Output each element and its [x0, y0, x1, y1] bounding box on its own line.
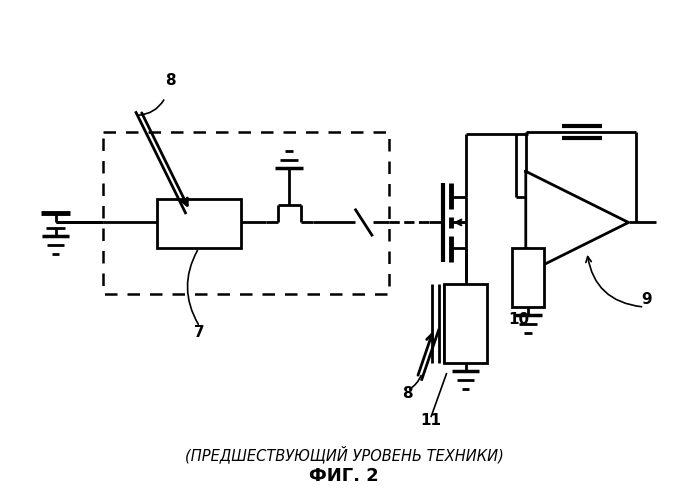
Text: 8: 8 — [165, 73, 175, 88]
Text: (ПРЕДШЕСТВУЮЩИЙ УРОВЕНЬ ТЕХНИКИ): (ПРЕДШЕСТВУЮЩИЙ УРОВЕНЬ ТЕХНИКИ) — [184, 446, 504, 464]
Text: 9: 9 — [641, 292, 652, 307]
Bar — [158, 199, 241, 248]
Text: 7: 7 — [195, 324, 205, 340]
Bar — [512, 248, 544, 307]
Text: 8: 8 — [402, 386, 413, 400]
Text: 10: 10 — [508, 312, 529, 327]
Bar — [103, 132, 389, 294]
Bar — [444, 284, 487, 363]
Text: 11: 11 — [420, 413, 442, 428]
Text: ФИГ. 2: ФИГ. 2 — [309, 467, 379, 485]
